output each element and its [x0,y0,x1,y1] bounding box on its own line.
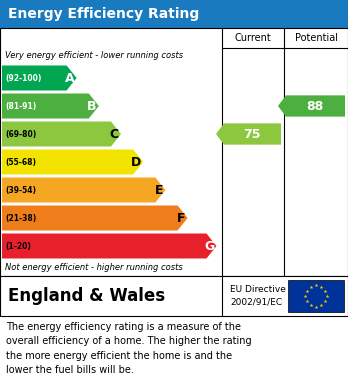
Text: Current: Current [235,33,271,43]
Text: (92-100): (92-100) [5,74,41,83]
Bar [0,276,348,316]
Text: A: A [65,72,74,84]
Polygon shape [2,149,143,174]
Polygon shape [2,233,216,258]
Polygon shape [2,178,165,203]
Text: Not energy efficient - higher running costs: Not energy efficient - higher running co… [5,264,183,273]
Text: England & Wales: England & Wales [8,287,165,305]
Text: Very energy efficient - lower running costs: Very energy efficient - lower running co… [5,52,183,61]
Polygon shape [216,123,281,145]
Text: F: F [177,212,185,224]
Text: 88: 88 [306,99,323,113]
Text: (69-80): (69-80) [5,129,36,138]
Text: (39-54): (39-54) [5,185,36,194]
Text: (81-91): (81-91) [5,102,36,111]
Polygon shape [2,93,99,118]
Text: Energy Efficiency Rating: Energy Efficiency Rating [8,7,199,21]
Text: The energy efficiency rating is a measure of the
overall efficiency of a home. T: The energy efficiency rating is a measur… [6,322,252,375]
Text: EU Directive: EU Directive [230,285,286,294]
Text: E: E [155,183,164,197]
Bar [0,0,348,28]
Text: 75: 75 [243,127,260,140]
Text: 2002/91/EC: 2002/91/EC [230,298,282,307]
Text: B: B [87,99,97,113]
Text: (55-68): (55-68) [5,158,36,167]
Text: C: C [110,127,119,140]
Bar [288,280,344,312]
Polygon shape [2,122,121,147]
Text: (1-20): (1-20) [5,242,31,251]
Polygon shape [278,95,345,117]
Polygon shape [2,206,188,231]
Text: G: G [204,240,214,253]
Polygon shape [2,66,77,90]
Bar [0,28,348,276]
Text: D: D [131,156,141,169]
Text: Potential: Potential [294,33,338,43]
Text: (21-38): (21-38) [5,213,36,222]
